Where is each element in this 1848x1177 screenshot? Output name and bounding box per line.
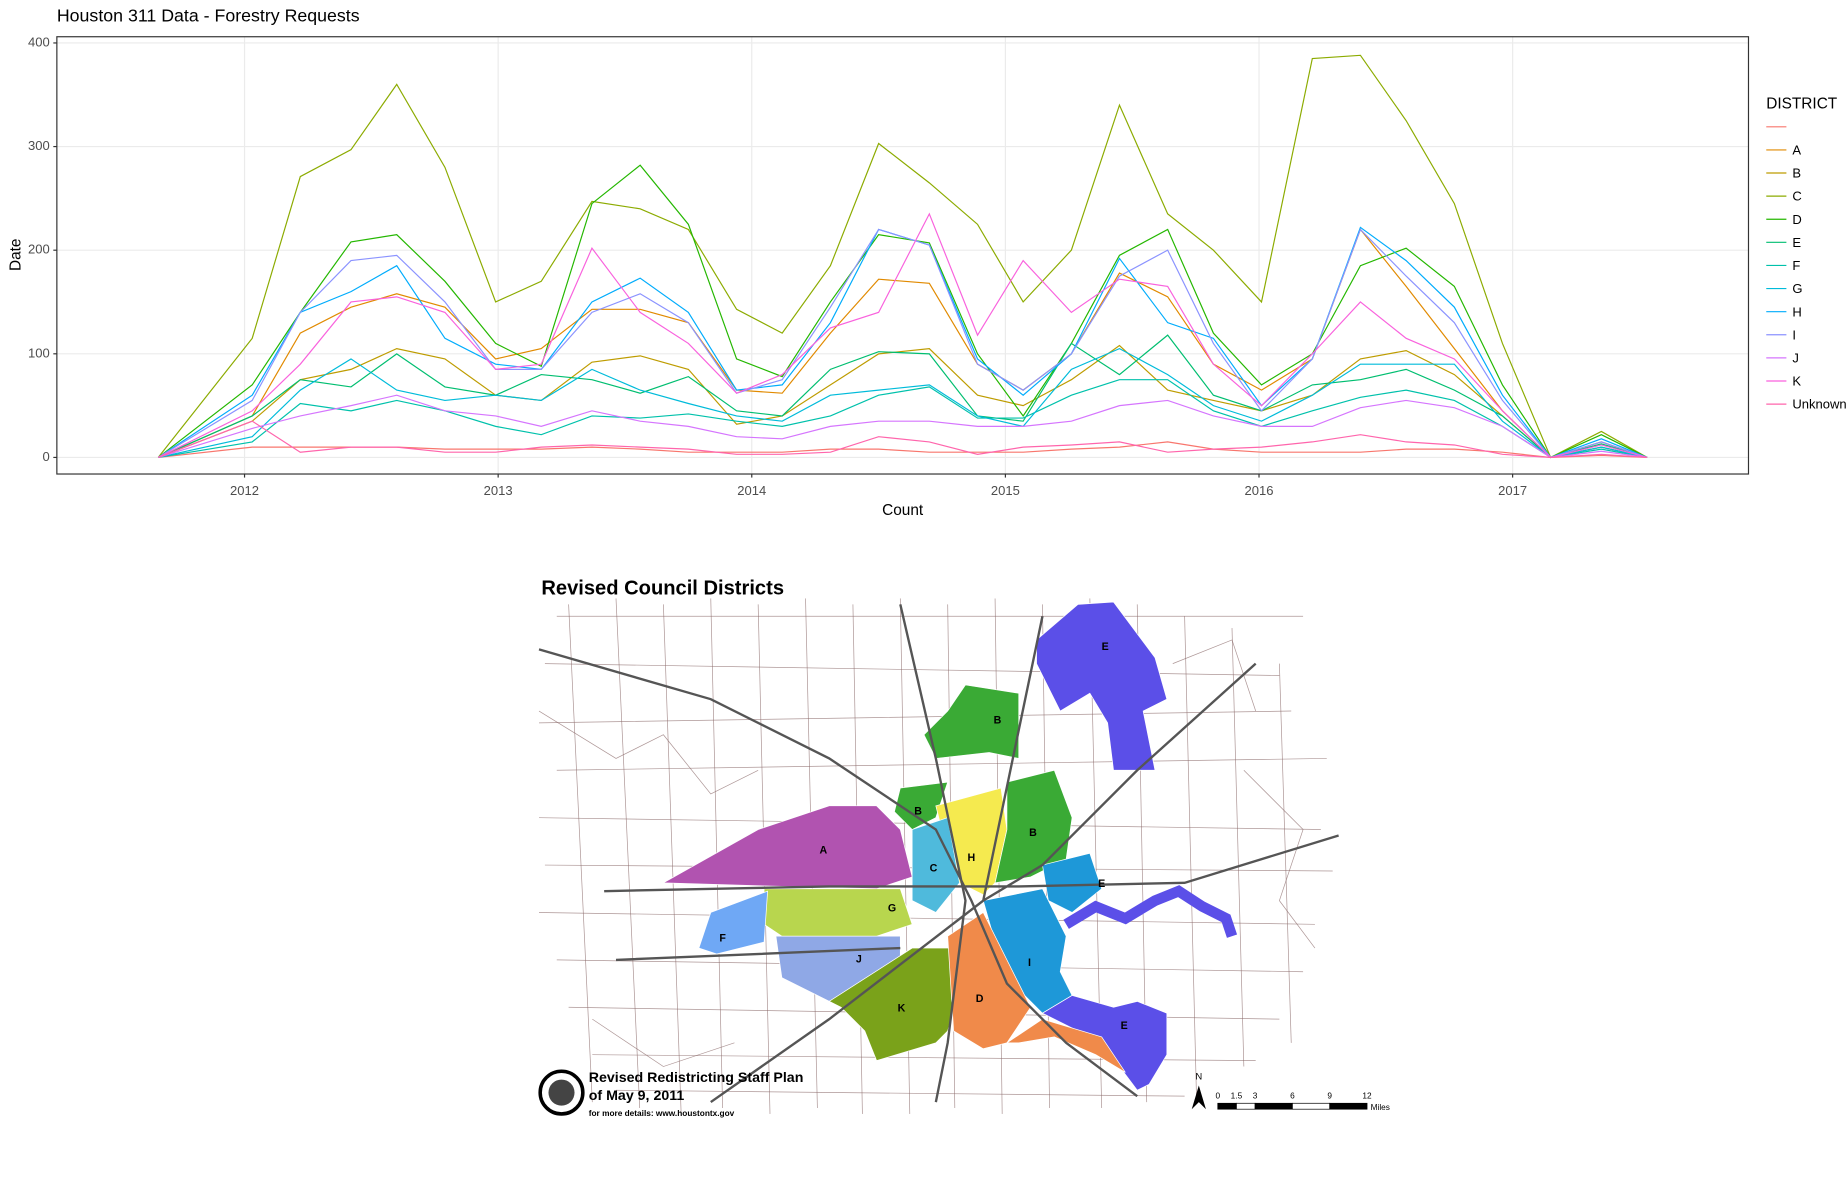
legend-label: G: [1792, 281, 1802, 296]
district-label: I: [1028, 957, 1031, 969]
district-label: B: [914, 806, 922, 818]
scale-label: 6: [1290, 1090, 1295, 1100]
district-label: B: [1029, 827, 1037, 839]
scale-label: 3: [1253, 1090, 1258, 1100]
district-area: [1042, 852, 1103, 913]
legend-label: Unknown: [1792, 397, 1846, 412]
district-label: E: [1098, 878, 1105, 890]
district-label: J: [856, 954, 862, 966]
district-area: [1063, 885, 1238, 938]
district-label: E: [1102, 641, 1109, 653]
legend-label: I: [1792, 327, 1796, 342]
scale-segment: [1217, 1102, 1237, 1110]
legend-label: B: [1792, 166, 1801, 181]
legend-label: J: [1792, 351, 1799, 366]
legend-label: A: [1792, 143, 1801, 158]
x-tick-label: 2015: [991, 483, 1020, 498]
district-label: A: [819, 845, 827, 857]
scale-label: 12: [1362, 1090, 1372, 1100]
x-tick-label: 2013: [484, 483, 513, 498]
district-label: G: [888, 903, 896, 915]
city-seal: [548, 1079, 575, 1106]
legend-label: E: [1792, 235, 1801, 250]
scale-segment: [1329, 1102, 1368, 1110]
series-line: [157, 228, 1648, 459]
legend-title: DISTRICT: [1766, 95, 1838, 112]
scale-unit: Miles: [1371, 1102, 1390, 1112]
series-line: [158, 344, 1648, 459]
y-axis-label: Date: [8, 239, 25, 272]
scale-label: 1.5: [1231, 1090, 1243, 1100]
series-line: [158, 334, 1648, 459]
district-area: [911, 817, 960, 913]
y-tick-label: 100: [28, 345, 50, 360]
y-tick-label: 0: [43, 449, 50, 464]
legend-label: H: [1792, 304, 1801, 319]
plot-border: [56, 36, 1750, 475]
scale-segment: [1236, 1102, 1256, 1110]
grid: [56, 36, 1749, 475]
series-line: [157, 54, 1648, 459]
district-area: [1036, 601, 1168, 771]
series-line: [158, 347, 1648, 459]
district-area: [923, 684, 1020, 759]
north-label: N: [1195, 1072, 1202, 1083]
district-label: K: [898, 1002, 906, 1014]
map-footer: for more details: www.houstontx.gov: [589, 1108, 735, 1118]
district-area: [828, 947, 972, 1062]
chart-title: Houston 311 Data - Forestry Requests: [57, 5, 360, 25]
scale-bar: 0 1.5 3 6 9 12 Miles: [1215, 1090, 1389, 1112]
district-label: F: [719, 932, 726, 944]
district-area: [947, 911, 1032, 1050]
map-footer: of May 9, 2011: [589, 1088, 685, 1104]
scale-label: 9: [1327, 1090, 1332, 1100]
legend-label: F: [1792, 258, 1800, 273]
x-tick-label: 2012: [230, 483, 259, 498]
x-axis-label: Count: [882, 502, 924, 519]
legend-label: D: [1792, 212, 1801, 227]
district-label: D: [976, 993, 984, 1005]
map-footer: Revised Redistricting Staff Plan: [589, 1070, 804, 1086]
district-label: B: [994, 714, 1002, 726]
series-line: [158, 212, 1648, 459]
series-line: [158, 420, 1648, 459]
series-line: [158, 441, 1648, 459]
legend-label: K: [1792, 374, 1801, 389]
series-line: [158, 228, 1648, 459]
scale-label: 0: [1215, 1090, 1220, 1100]
plot-panel: [56, 36, 1749, 475]
district-area: [1005, 1018, 1126, 1073]
map-title: Revised Council Districts: [541, 577, 784, 599]
district-label: H: [968, 852, 976, 864]
north-arrow: [1191, 1085, 1206, 1110]
y-tick-label: 200: [28, 242, 50, 257]
x-tick-label: 2017: [1498, 483, 1527, 498]
x-tick-label: 2016: [1245, 483, 1274, 498]
x-tick-label: 2014: [737, 483, 766, 498]
map: Revised Council Districts E B B B A H C …: [535, 577, 1390, 1120]
y-tick-label: 300: [28, 138, 50, 153]
scale-segment: [1254, 1102, 1293, 1110]
lines: [157, 54, 1648, 459]
legend-label: C: [1792, 189, 1801, 204]
series-line: [158, 394, 1648, 459]
y-tick-label: 400: [28, 34, 50, 49]
district-area: [698, 890, 769, 955]
series-line: [157, 164, 1648, 459]
district-label: C: [930, 862, 938, 874]
scale-segment: [1292, 1102, 1331, 1110]
district-label: E: [1121, 1020, 1128, 1032]
